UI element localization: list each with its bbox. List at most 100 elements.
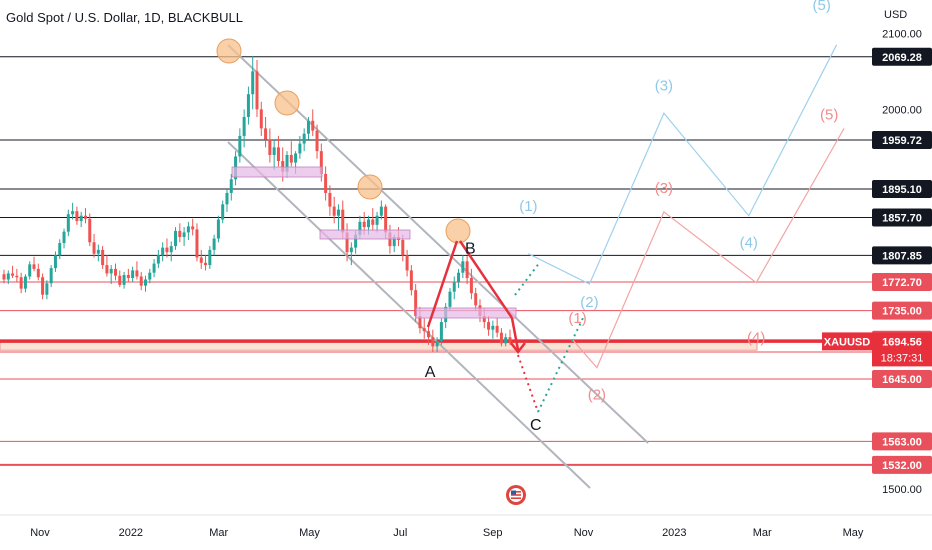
candle-body [152,263,156,273]
candle-body [105,265,109,274]
x-tick-label: Mar [209,527,228,539]
candle-body [204,262,208,266]
time-axis[interactable]: Nov 2022 Mar May Jul Sep Nov 2023 Mar May [30,527,864,539]
candle-body [182,232,186,237]
candles [2,56,512,353]
x-tick-label: 2023 [662,527,686,539]
level-label: 2069.28 [882,52,922,64]
wave-label: (3) [655,77,673,94]
symbol-badge: XAUUSD [824,336,871,348]
candle-body [246,94,250,117]
candle-body [62,231,66,244]
candle-body [452,282,456,292]
candle-body [225,192,229,205]
level-label: 1645.00 [882,374,922,386]
current-price-label: 1694.56 [882,336,922,348]
level-label: 1772.70 [882,277,922,289]
candle-body [349,247,353,253]
consolidation-box [415,307,517,319]
candle-body [384,206,388,233]
candle-body [491,325,495,330]
level-label: 1563.00 [882,436,922,448]
candle-body [465,261,469,279]
candle-body [499,332,503,344]
y-tick-label: 1500.00 [882,484,922,496]
candle-body [88,218,92,243]
candle-body [392,236,396,247]
candle-body [109,268,113,274]
level-label-bg [872,180,932,199]
candle-body [96,249,100,254]
candle-body [375,215,379,225]
candle-body [469,278,473,294]
level-label-bg [872,370,932,389]
candle-body [504,337,508,344]
candle-body [336,209,340,216]
wave-label: (5) [813,0,831,14]
candle-body [362,221,366,228]
level-label-bg [872,432,932,451]
candle-body [36,268,40,278]
x-tick-label: Nov [30,527,50,539]
candle-body [431,337,435,347]
wave-label: (2) [588,387,606,404]
wave-label: C [530,417,542,434]
candle-body [268,139,272,155]
channel-upper [227,44,649,444]
candle-body [2,274,6,280]
candle-body [101,249,105,266]
wave-label: (2) [580,294,598,311]
wave-label: B [465,241,476,258]
candle-body [92,242,96,254]
candle-body [255,71,259,110]
candle-body [448,291,452,307]
candle-body [131,270,135,279]
level-label: 1532.00 [882,460,922,472]
projection-dotted-alt [514,261,541,296]
candle-body [439,322,443,342]
candle-body [474,293,478,306]
symbol-badge-bg [822,332,872,351]
candle-body [126,274,130,279]
candle-body [508,337,512,342]
x-tick-label: Sep [483,527,503,539]
bullish-scenario-path [528,44,838,285]
candle-body [28,264,32,277]
candle-body [15,275,19,278]
candle-body [71,211,75,215]
candle-body [144,279,148,286]
candle-body [414,290,418,316]
level-label: 1735.00 [882,306,922,318]
candle-body [195,229,199,258]
us-flag-icon[interactable] [505,484,527,506]
wave-label: (5) [820,106,838,123]
candle-body [311,120,315,131]
candle-body [495,325,499,333]
candle-body [264,128,268,140]
candle-body [229,179,233,193]
descending-channel [227,44,649,489]
candle-body [302,133,306,144]
level-label: 1895.10 [882,184,922,196]
candle-body [315,130,319,152]
candle-body [41,277,45,295]
candle-body [435,341,439,347]
price-axis[interactable]: 2069.28 1959.72 1895.10 1857.70 1807.85 1772.… [822,28,932,496]
candle-body [366,219,370,228]
wave-label: (1) [568,310,586,327]
candle-body [422,328,426,332]
candle-body [341,209,345,233]
candle-body [324,173,328,193]
candle-body [457,272,461,283]
level-label: 1857.70 [882,212,922,224]
level-label-bg [872,47,932,66]
candle-body [401,240,405,256]
y-tick-label: 2100.00 [882,28,922,40]
level-label-bg [872,273,932,292]
candle-body [6,273,10,280]
candle-body [285,154,289,172]
projection-arrowhead [510,342,526,355]
candle-body [276,147,280,162]
level-label-bg [872,246,932,265]
